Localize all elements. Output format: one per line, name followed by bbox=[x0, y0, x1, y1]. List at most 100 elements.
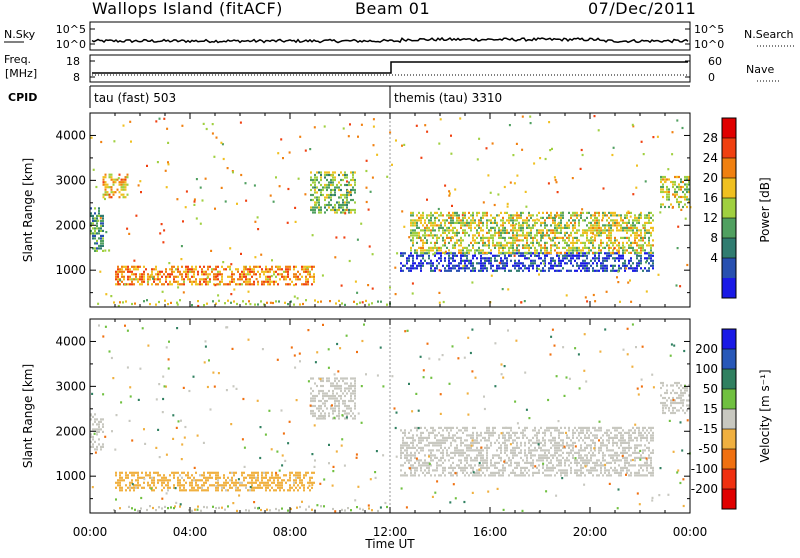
data-cell bbox=[410, 224, 412, 226]
data-cell bbox=[608, 244, 610, 246]
data-cell bbox=[522, 247, 524, 249]
data-cell bbox=[638, 247, 640, 249]
data-cell bbox=[550, 249, 552, 251]
data-cell bbox=[462, 249, 464, 251]
data-cell bbox=[608, 474, 610, 476]
ground-scatter-cell bbox=[257, 303, 259, 305]
data-cell bbox=[102, 242, 104, 244]
noise-cell bbox=[139, 180, 141, 182]
data-cell bbox=[119, 268, 121, 270]
data-cell bbox=[542, 229, 544, 231]
data-cell bbox=[592, 474, 594, 476]
data-cell bbox=[324, 395, 326, 397]
data-cell bbox=[460, 237, 462, 239]
data-cell bbox=[440, 447, 442, 449]
data-cell bbox=[586, 270, 588, 272]
data-cell bbox=[424, 427, 426, 429]
data-cell bbox=[596, 437, 598, 439]
data-cell bbox=[354, 385, 356, 387]
data-cell bbox=[500, 474, 502, 476]
data-cell bbox=[508, 437, 510, 439]
data-cell bbox=[622, 255, 624, 257]
data-cell bbox=[534, 449, 536, 451]
data-cell bbox=[530, 217, 532, 219]
data-cell bbox=[476, 454, 478, 456]
data-cell bbox=[474, 255, 476, 257]
data-cell bbox=[352, 176, 354, 178]
data-cell bbox=[482, 237, 484, 239]
data-cell bbox=[592, 434, 594, 436]
data-cell bbox=[672, 193, 674, 195]
data-cell bbox=[648, 217, 650, 219]
data-cell bbox=[92, 235, 94, 237]
data-cell bbox=[640, 260, 642, 262]
data-cell bbox=[197, 283, 199, 285]
data-cell bbox=[606, 434, 608, 436]
data-cell bbox=[420, 260, 422, 262]
data-cell bbox=[514, 267, 516, 269]
data-cell bbox=[338, 189, 340, 191]
data-cell bbox=[488, 219, 490, 221]
data-cell bbox=[193, 276, 195, 278]
data-cell bbox=[498, 469, 500, 471]
data-cell bbox=[548, 270, 550, 272]
data-cell bbox=[634, 459, 636, 461]
data-cell bbox=[245, 281, 247, 283]
data-cell bbox=[285, 482, 287, 484]
data-cell bbox=[468, 474, 470, 476]
data-cell bbox=[195, 266, 197, 268]
data-cell bbox=[157, 273, 159, 275]
data-cell bbox=[263, 482, 265, 484]
data-cell bbox=[420, 449, 422, 451]
data-cell bbox=[568, 237, 570, 239]
noise-cell bbox=[514, 255, 516, 257]
data-cell bbox=[480, 217, 482, 219]
data-cell bbox=[604, 467, 606, 469]
data-cell bbox=[574, 212, 576, 214]
noise-cell bbox=[541, 237, 543, 239]
data-cell bbox=[412, 267, 414, 269]
data-cell bbox=[570, 217, 572, 219]
data-cell bbox=[554, 227, 556, 229]
data-cell bbox=[197, 273, 199, 275]
noise-cell bbox=[504, 186, 506, 188]
data-cell bbox=[600, 449, 602, 451]
data-cell bbox=[494, 232, 496, 234]
data-cell bbox=[460, 262, 462, 264]
data-cell bbox=[576, 459, 578, 461]
data-cell bbox=[193, 273, 195, 275]
data-cell bbox=[516, 262, 518, 264]
data-cell bbox=[107, 194, 109, 196]
noise-cell bbox=[619, 301, 621, 303]
data-cell bbox=[458, 429, 460, 431]
noise-cell bbox=[598, 129, 600, 131]
data-cell bbox=[470, 222, 472, 224]
data-cell bbox=[618, 464, 620, 466]
data-cell bbox=[430, 212, 432, 214]
data-cell bbox=[121, 268, 123, 270]
data-cell bbox=[594, 437, 596, 439]
data-cell bbox=[606, 444, 608, 446]
data-cell bbox=[440, 260, 442, 262]
ground-scatter-cell bbox=[206, 303, 208, 305]
data-cell bbox=[682, 191, 684, 193]
data-cell bbox=[318, 204, 320, 206]
data-cell bbox=[548, 267, 550, 269]
data-cell bbox=[554, 449, 556, 451]
ground-scatter-cell bbox=[191, 304, 193, 306]
data-cell bbox=[462, 252, 464, 254]
data-cell bbox=[309, 276, 311, 278]
data-cell bbox=[350, 392, 352, 394]
noise-cell bbox=[287, 188, 289, 190]
data-cell bbox=[650, 439, 652, 441]
noise-cell bbox=[483, 201, 485, 203]
noise-cell bbox=[549, 149, 551, 151]
data-cell bbox=[534, 454, 536, 456]
data-cell bbox=[438, 237, 440, 239]
data-cell bbox=[508, 247, 510, 249]
data-cell bbox=[432, 224, 434, 226]
data-cell bbox=[336, 382, 338, 384]
data-cell bbox=[98, 215, 100, 217]
data-cell bbox=[612, 257, 614, 259]
noise-cell bbox=[396, 252, 398, 254]
